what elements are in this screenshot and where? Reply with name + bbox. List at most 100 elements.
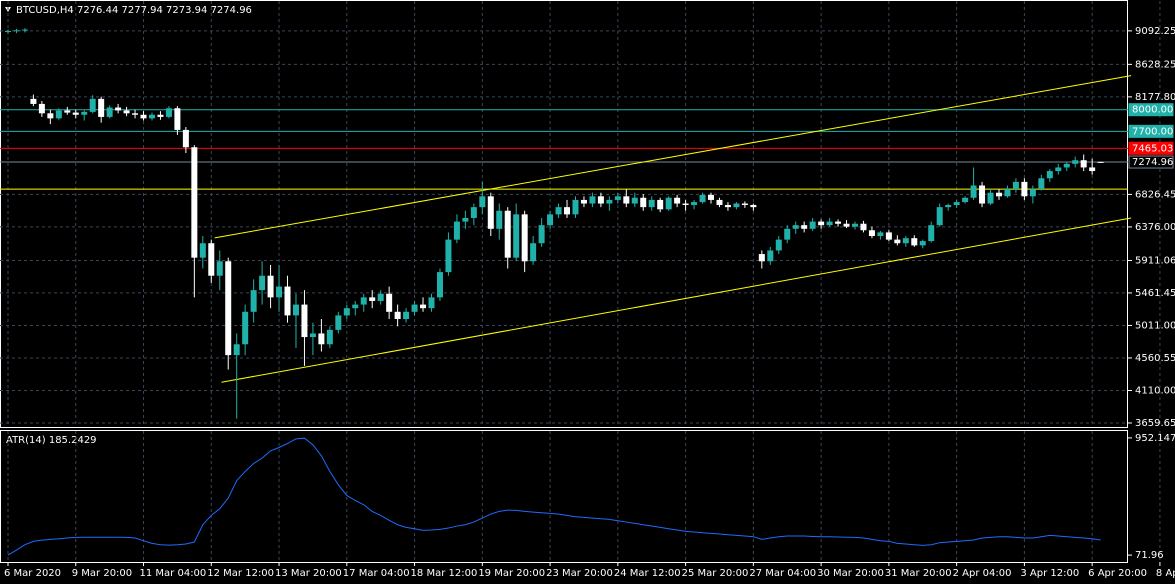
candle-body	[453, 221, 460, 240]
candle-body	[657, 199, 664, 210]
candle-body	[1072, 160, 1079, 164]
y-tick-label: 6826.45	[1135, 189, 1175, 200]
candle-body	[860, 223, 867, 231]
y-tick-label: 71.96	[1135, 550, 1164, 561]
x-tick-label: 17 Mar 04:00	[343, 568, 410, 579]
candle-body	[1046, 171, 1053, 179]
candle-body	[504, 210, 511, 258]
candle-body	[208, 243, 215, 276]
candle-body	[64, 110, 71, 113]
candle-body	[191, 147, 198, 258]
candle-body	[733, 203, 740, 208]
candle-body	[259, 275, 266, 291]
price-level-label: 7274.96	[1132, 157, 1173, 168]
candle-body	[530, 243, 537, 262]
indicator-line	[7, 437, 1101, 556]
candle-body	[962, 197, 969, 203]
candle-body	[13, 30, 20, 32]
candle-body	[250, 290, 257, 312]
candle-body	[589, 196, 596, 204]
candle-body	[1097, 161, 1104, 163]
y-tick-label: 6376.00	[1135, 222, 1175, 233]
candle-body	[377, 293, 384, 301]
candle-body	[724, 204, 731, 208]
candle-body	[750, 204, 757, 208]
x-tick-label: 31 Mar 20:00	[885, 568, 952, 579]
candle-body	[987, 192, 994, 204]
chart-title: BTCUSD,H4 7276.44 7277.94 7273.94 7274.9…	[16, 5, 252, 16]
candle-body	[682, 203, 689, 205]
x-tick-label: 3 Apr 12:00	[1020, 568, 1079, 579]
price-level-label: 8000.00	[1132, 105, 1173, 116]
candle-body	[1012, 181, 1019, 190]
candle-body	[148, 114, 155, 119]
candle-body	[826, 221, 833, 226]
candle-body	[326, 329, 333, 345]
candle-body	[640, 197, 647, 208]
atr-panel-frame	[0, 430, 1128, 563]
candle-body	[665, 197, 672, 210]
price-level-box	[1128, 103, 1174, 117]
candle-body	[284, 286, 291, 316]
x-tick-label: 25 Mar 20:00	[682, 568, 749, 579]
x-tick-label: 6 Apr 20:00	[1088, 568, 1147, 579]
price-level-label: 7700.00	[1132, 126, 1173, 137]
x-tick-label: 12 Mar 12:00	[207, 568, 274, 579]
y-tick-label: 5461.45	[1135, 288, 1175, 299]
candle-body	[741, 203, 748, 205]
candle-body	[606, 199, 613, 204]
candle-body	[5, 31, 11, 33]
y-tick-label: 8177.80	[1135, 92, 1175, 103]
x-tick-label: 11 Mar 04:00	[140, 568, 207, 579]
candle-body	[428, 297, 435, 309]
main-panel-frame	[0, 0, 1128, 428]
x-tick-label: 23 Mar 20:00	[546, 568, 613, 579]
candle-body	[792, 225, 799, 229]
candle-body	[521, 214, 528, 262]
candle-body	[868, 230, 875, 237]
x-tick-label: 18 Mar 12:00	[411, 568, 478, 579]
candle-body	[877, 232, 884, 237]
candle-body	[691, 202, 698, 205]
candle-body	[911, 238, 918, 246]
candle-body	[157, 114, 164, 117]
candle-body	[945, 204, 952, 208]
candle-body	[352, 304, 359, 309]
candle-body	[894, 239, 901, 244]
candle-body	[470, 207, 477, 218]
candle-body	[1080, 160, 1087, 168]
x-tick-label: 27 Mar 04:00	[749, 568, 816, 579]
candle-body	[174, 108, 181, 130]
candle-body	[1055, 167, 1062, 172]
candle-body	[301, 304, 308, 338]
candle-body	[38, 103, 45, 114]
candle-body	[699, 194, 706, 203]
candle-body	[462, 217, 469, 222]
candle-body	[801, 225, 808, 229]
x-tick-label: 9 Mar 20:00	[72, 568, 132, 579]
x-tick-label: 6 Mar 2020	[4, 568, 61, 579]
candle-body	[30, 98, 37, 104]
candle-body	[369, 297, 376, 301]
x-tick-label: 2 Apr 04:00	[953, 568, 1012, 579]
candle-body	[852, 223, 858, 227]
candle-body	[132, 113, 139, 115]
candle-body	[580, 199, 587, 204]
candle-body	[199, 243, 206, 258]
trend-line	[221, 217, 1132, 383]
candle-body	[318, 333, 325, 345]
price-level-box	[1128, 141, 1174, 155]
candle-body	[758, 254, 765, 262]
candle-body	[445, 239, 452, 273]
candle-body	[123, 110, 130, 114]
y-tick-label: 3659.65	[1135, 418, 1175, 429]
candle-body	[216, 261, 223, 276]
price-level-box	[1128, 124, 1174, 138]
candle-body	[708, 194, 715, 200]
candle-body	[885, 232, 892, 240]
candle-body	[623, 196, 630, 204]
candle-body	[182, 129, 189, 148]
y-tick-label: 5911.06	[1135, 255, 1175, 266]
candle-body	[165, 108, 172, 117]
candle-body	[98, 98, 105, 117]
